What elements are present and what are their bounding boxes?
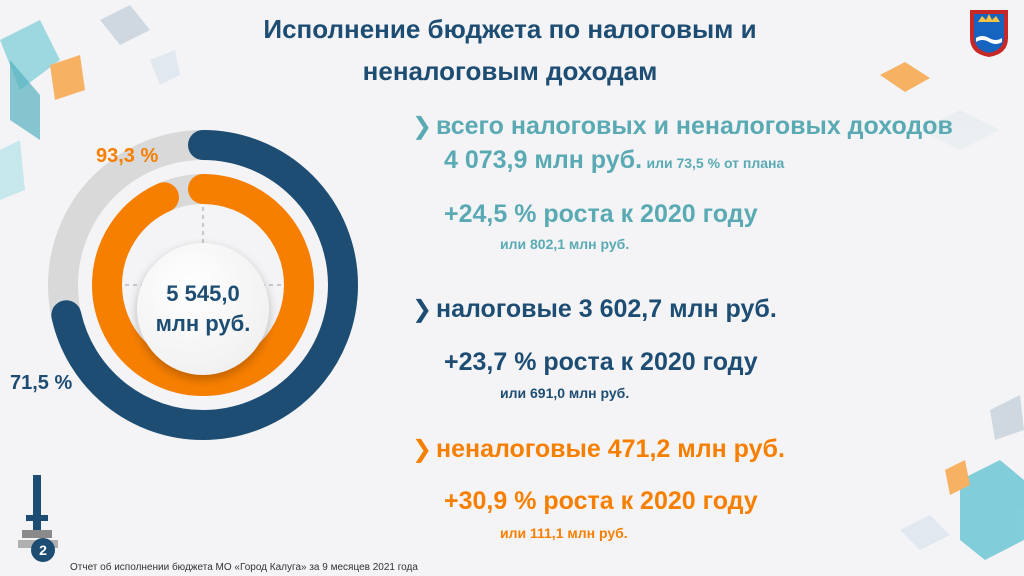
page-title-line2: неналоговым доходам bbox=[362, 56, 658, 86]
total-income-heading: ❯ всего налоговых и неналоговых доходов bbox=[412, 112, 953, 141]
total-growth: +24,5 % роста к 2020 году bbox=[444, 200, 758, 228]
nontax-income-heading: ❯ неналоговые 471,2 млн руб. bbox=[412, 435, 785, 464]
kaluga-crest-icon bbox=[970, 10, 1008, 57]
total-budget-value: 5 545,0 bbox=[166, 281, 240, 306]
chevron-right-icon: ❯ bbox=[412, 113, 433, 140]
chevron-right-icon: ❯ bbox=[412, 296, 433, 323]
total-income-amount: 4 073,9 млн руб. bbox=[444, 146, 643, 174]
total-income-plan: или 73,5 % от плана bbox=[646, 155, 785, 171]
nontax-growth: +30,9 % роста к 2020 году bbox=[444, 487, 758, 515]
orange-ring-percent: 93,3 % bbox=[96, 145, 159, 167]
blue-ring-percent: 71,5 % bbox=[10, 372, 73, 394]
total-income-amount-row: 4 073,9 млн руб. или 73,5 % от плана bbox=[444, 146, 784, 175]
tax-income-heading: ❯ налоговые 3 602,7 млн руб. bbox=[412, 295, 777, 324]
footer-text: Отчет об исполнении бюджета МО «Город Ка… bbox=[70, 562, 418, 573]
chevron-right-icon: ❯ bbox=[412, 436, 433, 463]
total-budget-circle: 5 545,0 млн руб. bbox=[137, 243, 269, 375]
outer-ring-arc bbox=[48, 130, 358, 440]
tax-income-label: налоговые 3 602,7 млн руб. bbox=[436, 295, 777, 323]
inner-ring-arc bbox=[92, 174, 314, 396]
tax-growth: +23,7 % роста к 2020 году bbox=[444, 348, 758, 376]
nontax-growth-abs: или 111,1 млн руб. bbox=[500, 525, 628, 541]
total-income-label: всего налоговых и неналоговых доходов bbox=[436, 112, 953, 140]
total-growth-abs: или 802,1 млн руб. bbox=[500, 236, 630, 252]
nontax-income-label: неналоговые 471,2 млн руб. bbox=[436, 435, 785, 463]
page-title: Исполнение бюджета по налоговым и ненало… bbox=[200, 8, 820, 92]
total-budget-unit: млн руб. bbox=[155, 311, 251, 336]
tax-growth-abs: или 691,0 млн руб. bbox=[500, 385, 630, 401]
budget-donut-chart bbox=[48, 130, 358, 440]
page-title-line1: Исполнение бюджета по налоговым и bbox=[263, 14, 757, 44]
page-number-badge: 2 bbox=[31, 538, 55, 562]
